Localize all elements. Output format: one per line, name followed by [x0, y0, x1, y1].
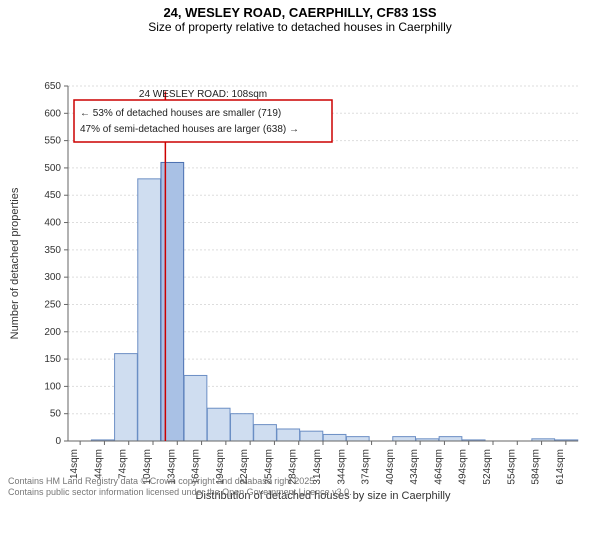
histogram-bar	[393, 437, 416, 441]
x-tick-label: 554sqm	[506, 449, 517, 485]
footer-line-2: Contains public sector information licen…	[8, 487, 352, 498]
y-tick-label: 550	[44, 136, 61, 147]
callout-heading: 24 WESLEY ROAD: 108sqm	[139, 89, 267, 100]
histogram-bar	[184, 375, 207, 441]
x-tick-label: 44sqm	[93, 449, 104, 479]
y-tick-label: 600	[44, 108, 61, 119]
histogram-bar	[231, 414, 254, 441]
histogram-bar	[115, 354, 138, 441]
attribution-footer: Contains HM Land Registry data © Crown c…	[8, 476, 352, 499]
y-tick-label: 400	[44, 218, 61, 229]
y-tick-label: 450	[44, 190, 61, 201]
chart-container: 24, WESLEY ROAD, CAERPHILLY, CF83 1SS Si…	[0, 0, 600, 500]
x-tick-label: 14sqm	[69, 449, 80, 479]
histogram-bar-highlight	[161, 162, 184, 441]
histogram-bar	[439, 437, 462, 441]
y-tick-label: 0	[55, 436, 61, 447]
y-tick-label: 100	[44, 381, 61, 392]
callout-box	[74, 100, 332, 142]
callout-line: ← 53% of detached houses are smaller (71…	[80, 108, 281, 119]
y-tick-label: 350	[44, 245, 61, 256]
callout-line: 47% of semi-detached houses are larger (…	[80, 124, 299, 135]
histogram-bar	[254, 425, 277, 441]
x-tick-label: 374sqm	[361, 449, 372, 485]
histogram-bar	[300, 431, 323, 441]
x-tick-label: 524sqm	[482, 449, 493, 485]
x-tick-label: 584sqm	[531, 449, 542, 485]
x-tick-label: 74sqm	[118, 449, 129, 479]
y-tick-label: 500	[44, 163, 61, 174]
chart-subtitle: Size of property relative to detached ho…	[0, 20, 600, 34]
y-axis-title: Number of detached properties	[9, 187, 21, 339]
x-tick-label: 404sqm	[385, 449, 396, 485]
y-tick-label: 250	[44, 299, 61, 310]
x-tick-label: 494sqm	[458, 449, 469, 485]
y-tick-label: 50	[50, 409, 62, 420]
y-tick-label: 300	[44, 272, 61, 283]
x-tick-label: 614sqm	[555, 449, 566, 485]
histogram-bar	[277, 429, 300, 441]
histogram-bar	[323, 434, 346, 441]
y-tick-label: 650	[44, 81, 61, 92]
histogram-svg: 050100150200250300350400450500550600650 …	[0, 38, 600, 538]
x-tick-label: 464sqm	[433, 449, 444, 485]
footer-line-1: Contains HM Land Registry data © Crown c…	[8, 476, 352, 487]
y-tick-label: 200	[44, 327, 61, 338]
chart-title: 24, WESLEY ROAD, CAERPHILLY, CF83 1SS	[0, 0, 600, 20]
histogram-bar	[207, 408, 230, 441]
histogram-bar	[346, 437, 369, 441]
y-tick-label: 150	[44, 354, 61, 365]
x-tick-label: 434sqm	[409, 449, 420, 485]
histogram-bar	[138, 179, 161, 441]
